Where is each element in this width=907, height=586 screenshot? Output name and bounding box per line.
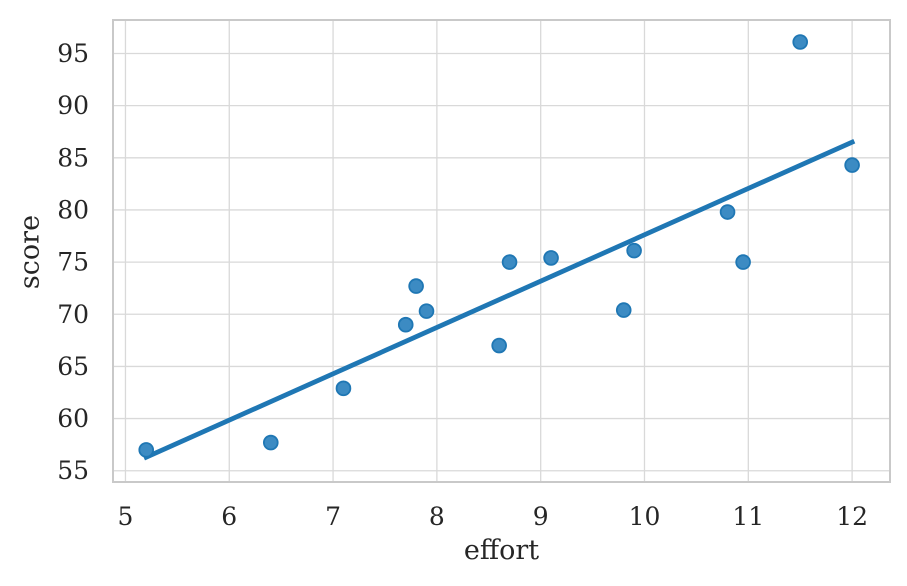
y-tick-label: 90 <box>57 91 89 120</box>
y-tick-label: 80 <box>57 195 89 224</box>
data-point <box>719 204 736 220</box>
y-tick-label: 85 <box>57 143 89 172</box>
y-tick-label: 70 <box>57 300 89 329</box>
plot-border <box>112 19 891 483</box>
y-tick-label: 95 <box>57 39 89 68</box>
x-tick-label: 11 <box>732 502 764 531</box>
y-tick-label: 55 <box>57 456 89 485</box>
data-point <box>418 303 435 319</box>
data-point <box>138 442 155 458</box>
y-tick-label: 65 <box>57 352 89 381</box>
data-point <box>543 250 559 266</box>
x-tick-label: 9 <box>533 502 549 531</box>
x-tick-label: 10 <box>629 502 661 531</box>
data-point <box>735 254 751 270</box>
x-tick-label: 7 <box>325 502 341 531</box>
y-tick-label: 60 <box>57 404 89 433</box>
data-point <box>262 434 279 451</box>
x-tick-label: 5 <box>118 502 134 531</box>
data-point <box>615 302 632 318</box>
x-tick-label: 6 <box>221 502 237 531</box>
data-point <box>626 242 642 259</box>
regression-line <box>143 138 856 461</box>
data-point <box>792 34 809 50</box>
x-tick-label: 12 <box>836 502 868 531</box>
data-point <box>501 254 518 270</box>
data-point <box>408 278 424 294</box>
data-point <box>844 157 860 173</box>
data-point <box>491 337 507 354</box>
data-point <box>335 380 352 397</box>
data-point <box>397 316 414 333</box>
x-axis-title: effort <box>463 535 540 566</box>
y-axis-title: score <box>14 214 46 290</box>
y-tick-label: 75 <box>57 248 89 277</box>
x-tick-label: 8 <box>429 502 445 531</box>
